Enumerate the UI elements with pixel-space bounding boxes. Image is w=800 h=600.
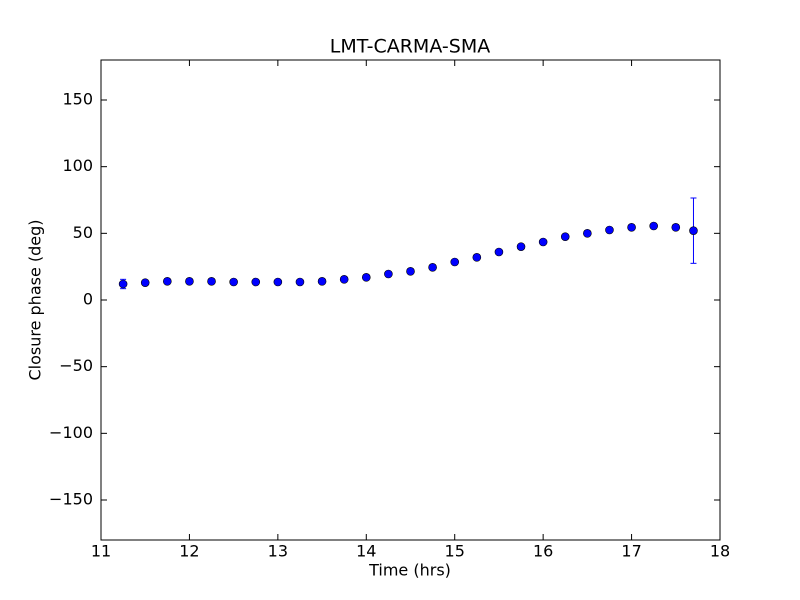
x-tick-label: 14 <box>356 542 376 561</box>
data-point <box>516 242 526 251</box>
data-point <box>317 277 327 286</box>
data-point <box>251 277 261 287</box>
data-point <box>583 229 592 238</box>
y-tick-label: 50 <box>73 223 93 242</box>
data-point <box>671 223 681 232</box>
y-tick-label: 100 <box>62 156 93 175</box>
data-point <box>207 277 216 286</box>
x-axis-label: Time (hrs) <box>368 561 451 580</box>
y-tick-label: 0 <box>83 290 93 309</box>
data-point <box>627 223 636 232</box>
x-tick-label: 13 <box>268 542 288 561</box>
data-point <box>406 267 415 276</box>
plot-frame <box>100 59 721 541</box>
data-point <box>689 226 698 235</box>
data-point <box>384 269 393 279</box>
chart-title: LMT-CARMA-SMA <box>330 36 490 58</box>
x-tick-label: 17 <box>621 542 641 561</box>
data-point <box>140 278 150 287</box>
data-point <box>472 253 482 262</box>
x-tick-label: 18 <box>710 542 730 561</box>
data-point <box>428 263 437 272</box>
data-point <box>273 277 283 287</box>
y-tick-label: −50 <box>59 356 93 375</box>
data-point <box>163 277 172 286</box>
data-point <box>494 247 504 257</box>
x-tick-label: 11 <box>91 542 111 561</box>
y-tick-label: −100 <box>49 423 93 442</box>
data-point <box>118 279 128 289</box>
y-tick-label: −150 <box>49 490 93 509</box>
data-point <box>295 277 305 287</box>
y-tick-label: 150 <box>62 90 93 109</box>
data-point <box>450 257 460 267</box>
y-axis-label: Closure phase (deg) <box>26 219 45 380</box>
data-point <box>560 232 570 241</box>
data-point <box>339 275 349 284</box>
data-point <box>229 277 238 287</box>
x-tick-label: 15 <box>445 542 465 561</box>
data-point <box>649 221 658 231</box>
data-point <box>185 277 194 286</box>
data-point <box>605 225 614 235</box>
data-point <box>538 237 548 247</box>
x-tick-label: 12 <box>179 542 199 561</box>
data-point <box>361 273 371 282</box>
x-tick-label: 16 <box>533 542 553 561</box>
